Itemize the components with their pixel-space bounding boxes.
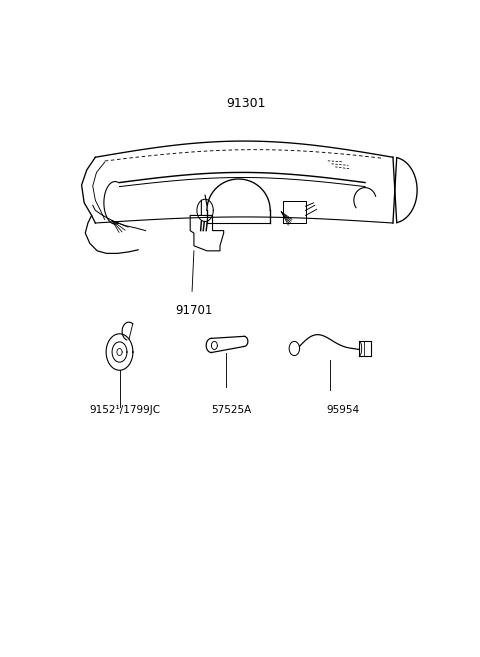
Text: 91701: 91701 <box>175 304 213 317</box>
Text: 95954: 95954 <box>326 405 360 415</box>
Text: 57525A: 57525A <box>211 405 251 415</box>
Text: 91301: 91301 <box>226 97 266 110</box>
Text: 9152¹/1799JC: 9152¹/1799JC <box>90 405 161 415</box>
